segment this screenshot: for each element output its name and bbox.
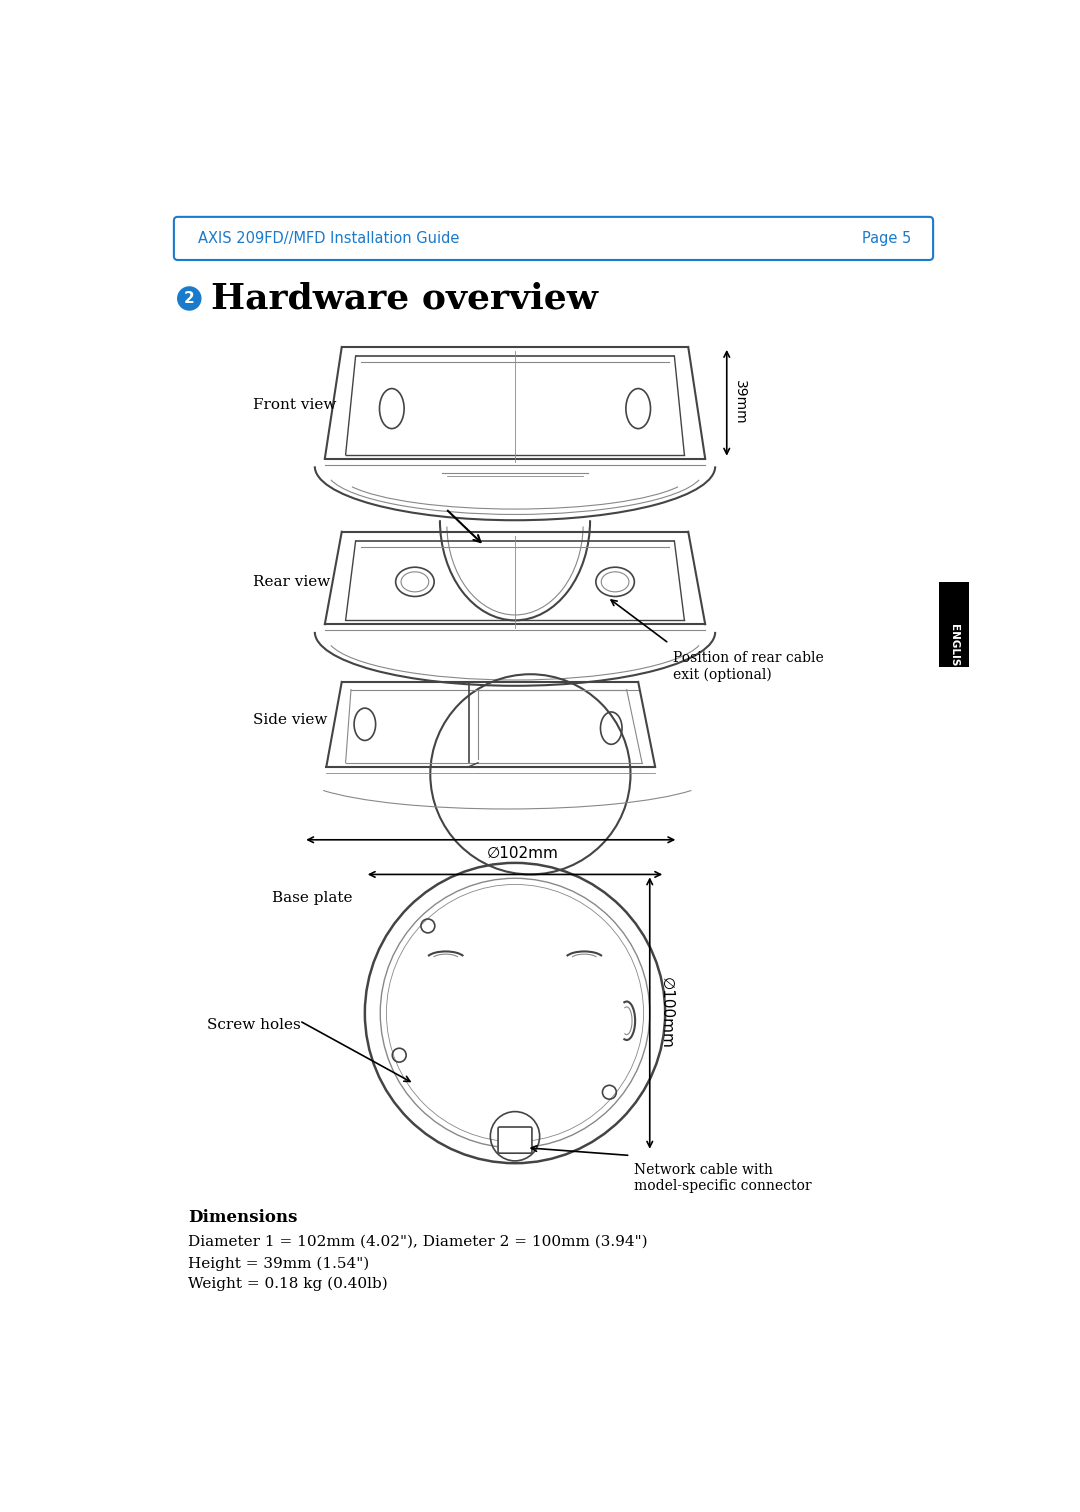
Text: Screw holes: Screw holes [207, 1018, 300, 1031]
Text: Diameter 1 = 102mm (4.02"), Diameter 2 = 100mm (3.94"): Diameter 1 = 102mm (4.02"), Diameter 2 =… [188, 1235, 647, 1249]
Text: 2: 2 [184, 290, 194, 305]
Text: Page 5: Page 5 [862, 231, 912, 246]
Text: 39mm: 39mm [733, 380, 747, 425]
Text: ∅100mm: ∅100mm [659, 977, 674, 1049]
FancyBboxPatch shape [498, 1126, 532, 1154]
Text: Height = 39mm (1.54"): Height = 39mm (1.54") [188, 1256, 369, 1270]
Text: Dimensions: Dimensions [188, 1210, 297, 1226]
FancyBboxPatch shape [174, 216, 933, 260]
Text: Side view: Side view [253, 714, 327, 727]
Circle shape [178, 287, 201, 310]
Bar [939, 582, 970, 667]
Text: Weight = 0.18 kg (0.40lb): Weight = 0.18 kg (0.40lb) [188, 1276, 388, 1291]
Text: Hardware overview: Hardware overview [211, 281, 597, 316]
Text: ENGLISH: ENGLISH [949, 624, 959, 676]
Text: Rear view: Rear view [253, 575, 330, 588]
Text: ∅102mm: ∅102mm [487, 845, 558, 860]
Text: Network cable with
model-specific connector: Network cable with model-specific connec… [634, 1163, 812, 1193]
Text: Position of rear cable
exit (optional): Position of rear cable exit (optional) [673, 652, 824, 682]
Text: AXIS 209FD//MFD Installation Guide: AXIS 209FD//MFD Installation Guide [198, 231, 459, 246]
Text: Front view: Front view [253, 398, 337, 411]
Text: Base plate: Base plate [272, 891, 353, 904]
